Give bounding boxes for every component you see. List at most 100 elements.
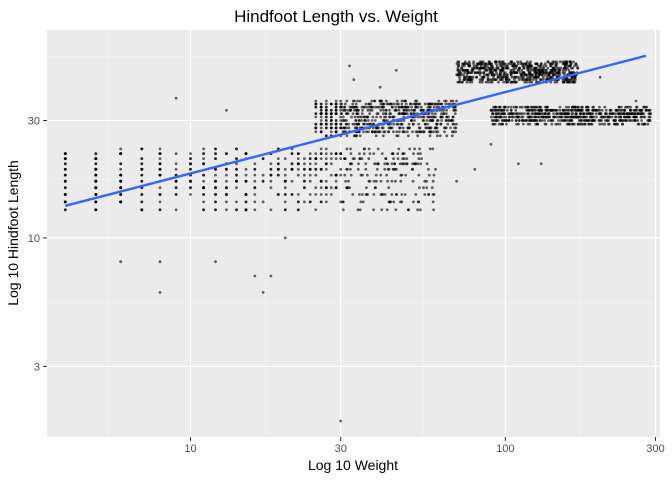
data-point [347, 122, 351, 126]
data-point [518, 66, 521, 70]
data-point [554, 73, 558, 77]
data-point [189, 162, 192, 166]
x-axis-ticks: 10 30 100 300 [184, 437, 665, 455]
data-point [383, 167, 387, 171]
data-point [390, 162, 394, 166]
data-point [235, 208, 238, 212]
data-point [630, 119, 634, 122]
data-point [457, 73, 460, 77]
data-point [390, 179, 394, 183]
data-point [437, 99, 441, 103]
data-point [538, 66, 542, 70]
data-point [202, 179, 206, 183]
data-point [490, 73, 494, 77]
data-point [402, 119, 406, 122]
data-point [538, 119, 542, 122]
data-point [568, 64, 572, 68]
data-point [529, 75, 532, 79]
data-point [158, 162, 162, 166]
data-point [500, 64, 504, 68]
data-point [94, 208, 98, 212]
data-point [372, 193, 376, 196]
data-point [624, 115, 628, 119]
data-point [479, 64, 483, 68]
data-point [140, 157, 144, 161]
data-point [417, 157, 421, 161]
data-point [564, 105, 568, 109]
data-point [486, 75, 490, 79]
data-point [314, 126, 318, 130]
data-point [189, 157, 192, 161]
data-point [424, 122, 427, 126]
data-point [359, 200, 363, 204]
data-point [410, 108, 413, 112]
data-point [556, 119, 560, 122]
data-point [478, 73, 482, 77]
data-point [235, 173, 238, 177]
data-point [339, 119, 343, 122]
data-point [444, 112, 448, 115]
data-point [334, 119, 338, 122]
data-point [119, 167, 123, 171]
data-point [533, 71, 537, 74]
data-point [471, 68, 475, 72]
data-point [276, 162, 280, 166]
data-point [308, 193, 312, 196]
data-point [269, 173, 273, 177]
data-point [520, 68, 524, 72]
data-point [500, 108, 504, 112]
data-point [620, 112, 624, 115]
data-point [417, 126, 421, 130]
data-point [600, 108, 604, 112]
data-point [640, 119, 643, 122]
data-point [579, 112, 583, 115]
data-point [414, 130, 418, 134]
data-point [296, 157, 300, 161]
data-point [486, 64, 489, 68]
data-point [458, 75, 461, 79]
data-point [364, 162, 368, 166]
data-point [94, 193, 98, 196]
data-point [296, 200, 300, 204]
data-point [358, 99, 362, 103]
data-point [413, 119, 416, 122]
data-point [526, 122, 530, 126]
data-point [399, 179, 403, 183]
data-point [521, 119, 524, 122]
data-point [384, 108, 388, 112]
data-point [432, 105, 436, 109]
data-point [416, 134, 420, 138]
data-point [476, 66, 480, 70]
data-point [488, 78, 492, 81]
data-point [403, 193, 407, 196]
data-point [490, 80, 494, 84]
data-point [395, 193, 398, 196]
data-point [546, 108, 550, 112]
data-point [411, 167, 414, 171]
data-point [372, 179, 376, 183]
data-point [501, 60, 505, 64]
data-point [386, 162, 389, 166]
data-point [334, 173, 338, 177]
data-point [576, 108, 580, 112]
data-point [339, 419, 343, 423]
data-point [430, 186, 434, 190]
data-point [504, 80, 508, 84]
data-point [269, 208, 273, 212]
data-point [427, 167, 430, 171]
data-point [414, 193, 418, 196]
data-point [553, 80, 557, 84]
data-point [324, 179, 328, 183]
data-point [456, 68, 460, 72]
data-point [525, 119, 529, 122]
data-point [546, 66, 550, 70]
y-tick-label: 30 [28, 116, 40, 128]
data-point [314, 152, 318, 156]
data-point [473, 71, 477, 74]
data-point [158, 200, 162, 204]
data-point [558, 108, 562, 112]
data-point [431, 112, 434, 115]
data-point [430, 102, 434, 106]
data-point [296, 173, 300, 177]
data-point [521, 75, 524, 79]
